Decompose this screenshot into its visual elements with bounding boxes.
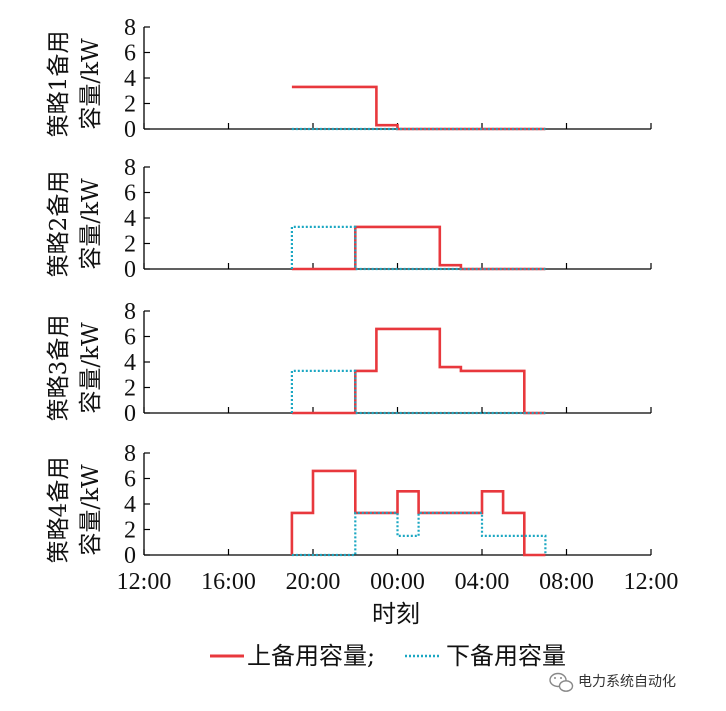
x-tick-label: 08:00 xyxy=(539,569,594,595)
y-tick-label: 4 xyxy=(124,492,136,518)
watermark: 电力系统自动化 xyxy=(549,672,676,692)
x-tick-label: 00:00 xyxy=(370,569,425,595)
wechat-icon xyxy=(549,672,574,692)
y-tick-label: 6 xyxy=(124,181,136,207)
y-tick-label: 0 xyxy=(124,401,136,427)
y-tick-label: 4 xyxy=(124,66,136,92)
y-axis-label-line2: 容量/kW xyxy=(78,322,104,414)
y-axis-label-line1: 策略2备用 xyxy=(46,171,72,278)
series-line-up-panel-1 xyxy=(291,85,546,131)
series-line-up-panel-4 xyxy=(290,469,546,557)
y-tick-label: 2 xyxy=(124,518,136,544)
y-tick-label: 8 xyxy=(124,155,136,181)
series-line-down-panel-2 xyxy=(290,225,546,271)
y-tick-label: 2 xyxy=(124,232,136,258)
legend: 上备用容量; 下备用容量 xyxy=(210,642,566,670)
y-axis-label-line2: 容量/kW xyxy=(78,38,104,130)
y-axis-label-line1: 策略3备用 xyxy=(46,315,72,422)
y-tick-label: 2 xyxy=(124,376,136,402)
y-tick-label: 6 xyxy=(124,467,136,493)
y-tick-label: 0 xyxy=(124,543,136,569)
y-tick-label: 4 xyxy=(124,350,136,376)
y-axis-label-line2: 容量/kW xyxy=(78,464,104,556)
y-tick-label: 8 xyxy=(124,441,136,467)
y-axis-label-line1: 策略4备用 xyxy=(46,457,72,564)
y-tick-label: 0 xyxy=(124,257,136,283)
y-tick-label: 8 xyxy=(124,299,136,325)
y-tick-label: 6 xyxy=(124,325,136,351)
y-tick-label: 6 xyxy=(124,41,136,67)
x-tick-label: 04:00 xyxy=(455,569,510,595)
x-tick-label: 16:00 xyxy=(201,569,256,595)
x-axis-tick-labels: 12:00 16:00 20:00 00:00 04:00 08:00 12:00 xyxy=(117,569,679,595)
x-tick-label: 12:00 xyxy=(117,569,172,595)
x-axis-label: 时刻 xyxy=(372,600,420,628)
y-axis-label-line2: 容量/kW xyxy=(78,178,104,270)
series-line-up-panel-2 xyxy=(291,225,546,271)
legend-label-up: 上备用容量; xyxy=(247,642,375,670)
series-line-down-panel-3 xyxy=(290,369,546,415)
x-tick-label: 12:00 xyxy=(624,569,679,595)
y-tick-label: 4 xyxy=(124,206,136,232)
y-axis-label-line1: 策略1备用 xyxy=(46,31,72,138)
y-tick-label: 8 xyxy=(124,15,136,41)
legend-label-down: 下备用容量 xyxy=(446,642,566,670)
y-tick-label: 2 xyxy=(124,92,136,118)
x-tick-label: 20:00 xyxy=(286,569,341,595)
series-line-down-panel-4 xyxy=(291,511,547,557)
watermark-text: 电力系统自动化 xyxy=(578,674,676,690)
y-tick-label: 0 xyxy=(124,117,136,143)
